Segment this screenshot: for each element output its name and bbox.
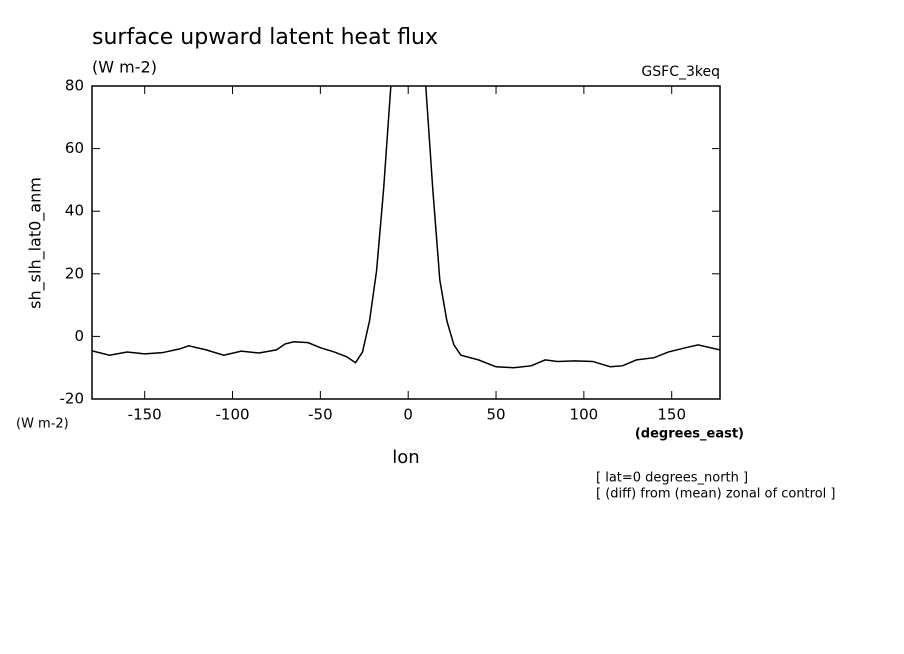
- source: GSFC_3keq: [641, 64, 720, 80]
- y-tick-label: 80: [65, 77, 84, 95]
- data-line: [92, 86, 720, 369]
- x-tick-label: -100: [216, 406, 250, 424]
- x-tick-label: -150: [128, 406, 162, 424]
- annotation: [ lat=0 degrees_north ]: [596, 471, 748, 486]
- y-tick-label: -20: [60, 390, 85, 408]
- x-tick-label: 150: [657, 406, 686, 424]
- plot-area: [92, 86, 720, 369]
- chart-subtitle: (W m-2): [92, 58, 157, 77]
- y-tick-label: 0: [74, 327, 84, 345]
- y-units: (W m-2): [16, 417, 69, 432]
- plot-frame: [91, 85, 721, 400]
- annotation: [ (diff) from (mean) zonal of control ]: [596, 487, 835, 502]
- chart-title: surface upward latent heat flux: [92, 25, 438, 50]
- y-axis-label: sh_slh_lat0_anm: [26, 177, 46, 309]
- x-tick-label: 50: [486, 406, 505, 424]
- x-axis-label: lon: [392, 447, 419, 468]
- y-tick-label: 40: [65, 202, 84, 220]
- y-tick-label: 60: [65, 139, 84, 157]
- x-tick-label: -50: [308, 406, 333, 424]
- x-tick-label: 100: [570, 406, 599, 424]
- y-tick-label: 20: [65, 264, 84, 282]
- x-tick-label: 0: [403, 406, 413, 424]
- x-units: (degrees_east): [635, 427, 744, 442]
